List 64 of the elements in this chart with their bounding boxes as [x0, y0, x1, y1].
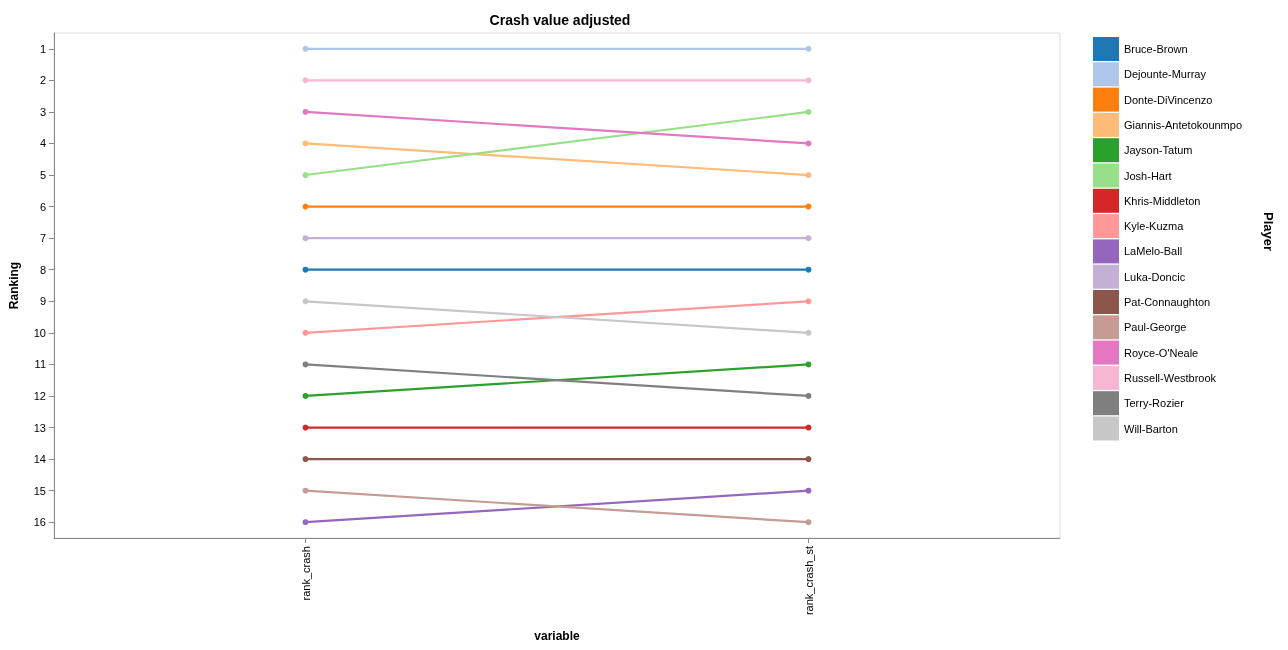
x-tick-label: rank_crash	[299, 546, 312, 601]
legend-label: Terry-Rozier	[1124, 397, 1185, 410]
legend-label: Donte-DiVincenzo	[1124, 93, 1213, 106]
point	[805, 456, 812, 463]
legend-title: Player	[1261, 212, 1276, 252]
x-axis-title: variable	[534, 629, 580, 643]
point	[805, 519, 812, 526]
legend-label: Paul-George	[1124, 321, 1187, 334]
legend-label: Pat-Connaughton	[1124, 296, 1211, 308]
x-tick-label: rank_crash_st	[802, 546, 815, 616]
point	[302, 108, 309, 115]
chart-title: Crash value adjusted	[489, 12, 631, 28]
y-tick-label: 4	[39, 137, 46, 150]
y-tick-label: 10	[33, 326, 46, 339]
point	[302, 298, 309, 305]
point	[805, 45, 812, 52]
point	[302, 203, 309, 210]
y-tick-label: 6	[39, 200, 46, 213]
point	[805, 235, 812, 242]
point	[302, 45, 309, 52]
point	[302, 329, 309, 336]
point	[805, 392, 812, 399]
y-tick-label: 7	[39, 232, 46, 245]
y-tick-label: 2	[39, 74, 46, 87]
y-tick-label: 9	[39, 295, 46, 308]
legend-label: Jayson-Tatum	[1124, 144, 1193, 157]
point	[805, 266, 812, 273]
point	[302, 140, 309, 147]
point	[302, 392, 309, 399]
point	[302, 519, 309, 526]
point	[302, 456, 309, 463]
point	[302, 266, 309, 273]
point	[805, 424, 812, 431]
legend-label: Dejounte-Murray	[1124, 68, 1207, 81]
point	[805, 172, 812, 179]
point	[302, 424, 309, 431]
point	[302, 235, 309, 242]
y-tick-label: 15	[33, 484, 46, 497]
y-tick-label: 13	[33, 421, 46, 434]
point	[805, 140, 812, 147]
y-tick-label: 1	[39, 42, 46, 55]
legend-label: Royce-O'Neale	[1124, 346, 1199, 359]
point	[805, 108, 812, 115]
legend-label: Josh-Hart	[1124, 169, 1172, 182]
legend-label: LaMelo-Ball	[1124, 245, 1183, 258]
y-tick-label: 16	[33, 516, 46, 529]
y-axis-title: Ranking	[7, 261, 21, 310]
legend-label: Will-Barton	[1124, 422, 1178, 435]
y-tick-label: 11	[34, 358, 46, 371]
y-tick-label: 12	[33, 389, 46, 402]
legend-label: Kyle-Kuzma	[1124, 220, 1185, 233]
y-tick-label: 5	[39, 169, 46, 182]
point	[805, 298, 812, 305]
point	[805, 203, 812, 210]
legend-label: Khris-Middleton	[1124, 194, 1201, 207]
point	[302, 172, 309, 179]
point	[805, 329, 812, 336]
y-tick-label: 3	[39, 105, 46, 118]
legend-label: Russell-Westbrook	[1124, 371, 1217, 384]
legend-label: Giannis-Antetokounmpo	[1124, 118, 1243, 131]
legend-label: Bruce-Brown	[1124, 43, 1188, 55]
y-tick-label: 8	[39, 263, 46, 276]
y-tick-label: 14	[33, 453, 46, 466]
legend-label: Luka-Doncic	[1124, 270, 1186, 283]
